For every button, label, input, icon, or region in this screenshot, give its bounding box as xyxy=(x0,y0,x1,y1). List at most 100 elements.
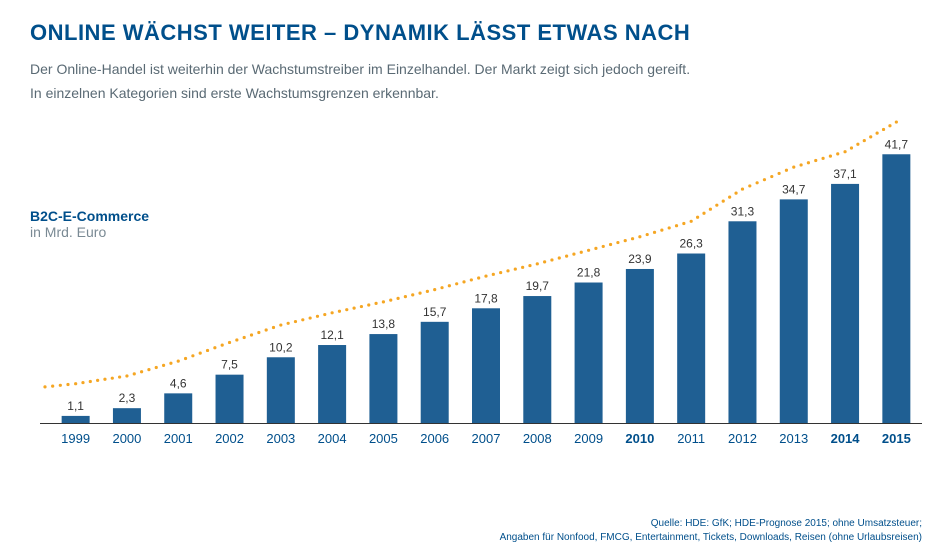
trend-dot xyxy=(235,339,238,342)
trend-dot xyxy=(374,302,377,305)
category-label: 2002 xyxy=(215,431,244,446)
trend-dot xyxy=(514,268,517,271)
trend-dot xyxy=(506,269,509,272)
bar-value-label: 4,6 xyxy=(170,377,187,391)
trend-dot xyxy=(709,208,712,211)
trend-dot xyxy=(521,266,524,269)
trend-dot xyxy=(715,204,718,207)
trend-dot xyxy=(257,331,260,334)
trend-dot xyxy=(103,378,106,381)
trend-dot xyxy=(191,354,194,357)
trend-dot xyxy=(763,178,766,181)
trend-dot xyxy=(756,181,759,184)
bar xyxy=(831,184,859,423)
bar-value-label: 34,7 xyxy=(782,183,806,197)
trend-dot xyxy=(221,344,224,347)
category-label: 2007 xyxy=(472,431,501,446)
category-label: 2000 xyxy=(112,431,141,446)
trend-dot xyxy=(353,307,356,310)
trend-dot xyxy=(836,152,839,155)
bar xyxy=(677,254,705,423)
bar-value-label: 41,7 xyxy=(885,137,909,151)
trend-dot xyxy=(484,275,487,278)
trend-dot xyxy=(587,249,590,252)
trend-dot xyxy=(638,235,641,238)
category-label: 1999 xyxy=(61,431,90,446)
bar xyxy=(472,308,500,423)
category-label: 2005 xyxy=(369,431,398,446)
trend-dot xyxy=(572,253,575,256)
trend-dot xyxy=(279,324,282,327)
trend-dot xyxy=(631,237,634,240)
trend-dot xyxy=(682,222,685,225)
bar xyxy=(421,322,449,423)
trend-dot xyxy=(602,245,605,248)
trend-dot xyxy=(821,157,824,160)
trend-dot xyxy=(440,286,443,289)
bar-value-label: 37,1 xyxy=(833,167,857,181)
bar-value-label: 31,3 xyxy=(731,204,755,218)
trend-dot xyxy=(799,164,802,167)
trend-dot xyxy=(74,382,77,385)
bar xyxy=(318,345,346,423)
category-label: 2004 xyxy=(318,431,347,446)
bar xyxy=(113,408,141,423)
trend-dot xyxy=(660,229,663,232)
trend-dot xyxy=(528,264,531,267)
trend-dot xyxy=(228,341,231,344)
trend-dot xyxy=(81,381,84,384)
trend-dot xyxy=(734,192,737,195)
bar xyxy=(728,221,756,423)
category-label: 2009 xyxy=(574,431,603,446)
trend-dot xyxy=(125,375,128,378)
category-label: 2011 xyxy=(677,431,705,446)
trend-dot xyxy=(462,280,465,283)
trend-dot xyxy=(814,159,817,162)
category-label: 2012 xyxy=(728,431,757,446)
trend-dot xyxy=(118,376,121,379)
trend-dot xyxy=(316,315,319,318)
trend-dot xyxy=(653,231,656,234)
trend-dot xyxy=(869,135,872,138)
trend-dot xyxy=(140,370,143,373)
trend-dot xyxy=(265,329,268,332)
trend-dot xyxy=(850,147,853,150)
trend-dot xyxy=(345,308,348,311)
bar-value-label: 1,1 xyxy=(67,399,84,413)
trend-dot xyxy=(111,377,114,380)
category-label: 2014 xyxy=(831,431,861,446)
trend-dot xyxy=(89,380,92,383)
trend-dot xyxy=(748,185,751,188)
trend-dot xyxy=(294,320,297,323)
trend-dot xyxy=(133,372,136,375)
trend-dot xyxy=(888,124,891,127)
trend-dot xyxy=(59,384,62,387)
trend-dot xyxy=(702,212,705,215)
category-label: 2003 xyxy=(266,431,295,446)
trend-dot xyxy=(807,161,810,164)
bar-value-label: 26,3 xyxy=(679,237,703,251)
trend-dot xyxy=(396,297,399,300)
trend-dot xyxy=(250,334,253,337)
trend-dot xyxy=(741,188,744,191)
bar xyxy=(575,283,603,423)
trend-dot xyxy=(177,360,180,363)
trend-dot xyxy=(499,271,502,274)
trend-dot xyxy=(162,364,165,367)
trend-dot xyxy=(778,172,781,175)
bar-value-label: 10,2 xyxy=(269,340,293,354)
trend-dot xyxy=(155,366,158,369)
category-label: 2015 xyxy=(882,431,911,446)
trend-dot xyxy=(331,311,334,314)
trend-dot xyxy=(411,293,414,296)
trend-dot xyxy=(882,128,885,131)
bar-value-label: 21,8 xyxy=(577,266,601,280)
category-label: 2001 xyxy=(164,431,193,446)
trend-dot xyxy=(536,262,539,265)
trend-dot xyxy=(382,300,385,303)
bar-value-label: 13,8 xyxy=(372,317,396,331)
chart-source: Quelle: HDE: GfK; HDE-Prognose 2015; ohn… xyxy=(500,517,922,545)
trend-dot xyxy=(323,313,326,316)
trend-dot xyxy=(213,346,216,349)
bar xyxy=(216,375,244,423)
